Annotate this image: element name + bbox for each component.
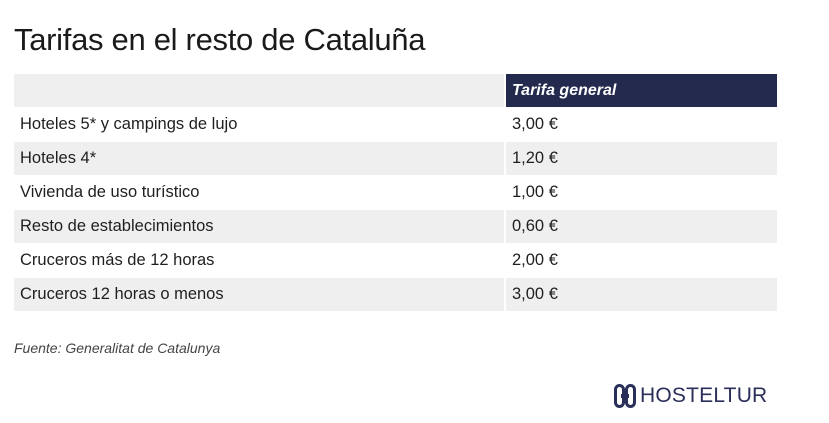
row-category: Vivienda de uso turístico [14,176,506,210]
brand-logo[interactable]: HOSTELTUR [614,382,767,410]
row-category: Cruceros 12 horas o menos [14,278,506,312]
row-category: Hoteles 5* y campings de lujo [14,108,506,142]
row-rate: 1,00 € [506,176,777,210]
row-rate: 3,00 € [506,278,777,312]
row-category: Cruceros más de 12 horas [14,244,506,278]
table-row: Resto de establecimientos 0,60 € [14,210,777,244]
table-row: Hoteles 5* y campings de lujo 3,00 € [14,108,777,142]
header-cell-category [14,74,506,108]
source-note: Fuente: Generalitat de Catalunya [14,340,221,356]
row-rate: 1,20 € [506,142,777,176]
table-header-row: Tarifa general [14,74,777,108]
row-category: Resto de establecimientos [14,210,506,244]
table-row: Cruceros 12 horas o menos 3,00 € [14,278,777,312]
row-rate: 2,00 € [506,244,777,278]
table-row: Hoteles 4* 1,20 € [14,142,777,176]
row-rate: 0,60 € [506,210,777,244]
row-category: Hoteles 4* [14,142,506,176]
hosteltur-logo-icon [614,384,636,408]
table-row: Cruceros más de 12 horas 2,00 € [14,244,777,278]
header-cell-general-rate: Tarifa general [506,74,777,108]
rates-table: Tarifa general Hoteles 5* y campings de … [14,74,777,312]
row-rate: 3,00 € [506,108,777,142]
page-title: Tarifas en el resto de Cataluña [14,21,426,57]
brand-name: HOSTELTUR [640,384,768,407]
table-row: Vivienda de uso turístico 1,00 € [14,176,777,210]
